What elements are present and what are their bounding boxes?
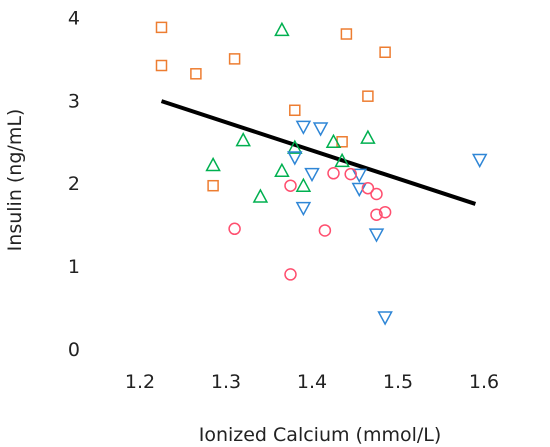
data-point-triangle-up [235, 132, 251, 147]
trendline [160, 99, 477, 206]
data-point-circle [327, 167, 340, 180]
data-point-square [155, 59, 168, 72]
data-point-triangle-up [205, 156, 221, 172]
data-point-circle [361, 181, 375, 195]
data-point-triangle-down [377, 311, 393, 326]
data-point-square [190, 68, 202, 80]
data-point-circle [318, 224, 332, 237]
y-tick-label: 1 [68, 256, 80, 278]
data-point-circle [370, 187, 383, 201]
x-tick-label: 1.4 [297, 371, 327, 393]
data-point-triangle-up [287, 139, 303, 154]
data-point-square [340, 28, 353, 40]
data-point-circle [284, 179, 297, 192]
x-tick-labels: 1.2 1.3 1.4 1.5 1.6 [125, 371, 499, 393]
data-point-square [207, 179, 219, 192]
data-point-square [379, 46, 391, 58]
trendline-layer [160, 99, 477, 206]
data-point-square [289, 104, 301, 117]
x-axis-title: Ionized Calcium (mmol/L) [199, 424, 442, 446]
data-point-square [228, 53, 241, 65]
data-point-circle [378, 205, 392, 219]
y-tick-label: 4 [68, 7, 80, 29]
data-point-triangle-up [252, 188, 269, 203]
y-tick-label: 2 [68, 173, 80, 195]
data-point-triangle-up [295, 177, 312, 192]
y-tick-label: 3 [68, 90, 80, 112]
data-point-triangle-down [312, 122, 329, 137]
data-point-triangle-up [274, 162, 290, 178]
data-point-square [362, 90, 374, 102]
data-point-triangle-down [295, 201, 312, 217]
data-point-triangle-down [471, 153, 488, 169]
data-point-triangle-down [304, 167, 320, 183]
y-tick-labels: 0 1 2 3 4 [68, 7, 80, 361]
x-tick-label: 1.5 [383, 371, 413, 393]
data-point-circle [370, 208, 383, 221]
data-point-circle [284, 268, 297, 281]
data-point-circle [228, 222, 241, 236]
data-markers [155, 21, 488, 326]
x-tick-label: 1.3 [211, 371, 241, 393]
data-point-triangle-up [274, 21, 290, 37]
data-point-triangle-down [368, 228, 385, 243]
y-tick-label: 0 [68, 339, 80, 361]
data-point-circle [344, 167, 357, 181]
x-tick-label: 1.6 [469, 371, 499, 393]
data-point-triangle-down [287, 151, 303, 166]
data-point-triangle-up [325, 133, 342, 149]
data-point-square [155, 21, 168, 34]
data-point-triangle-up [334, 152, 350, 168]
x-tick-label: 1.2 [125, 371, 155, 393]
y-axis-title: Insulin (ng/mL) [4, 109, 26, 252]
data-point-triangle-down [295, 120, 312, 135]
data-point-triangle-up [360, 129, 376, 144]
